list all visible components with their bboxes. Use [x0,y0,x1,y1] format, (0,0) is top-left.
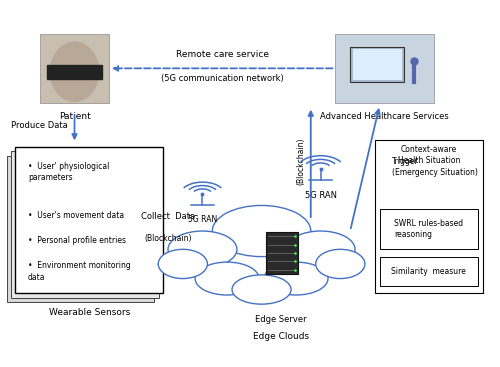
Text: Advanced Healthcare Services: Advanced Healthcare Services [320,112,449,121]
Ellipse shape [195,262,259,295]
Bar [380,257,478,286]
Bar [350,47,405,82]
Text: •  User's movement data: • User's movement data [28,211,124,220]
Bar [352,49,402,80]
Bar [40,34,109,103]
Text: Edge Clouds: Edge Clouds [253,331,310,341]
Bar [266,232,298,274]
Bar [374,139,483,293]
Bar [11,151,158,298]
Ellipse shape [286,231,355,268]
Text: Patient: Patient [58,112,90,121]
Bar [47,65,102,79]
Text: Wearable Sensors: Wearable Sensors [48,308,130,317]
Text: 5G RAN: 5G RAN [188,215,217,224]
Text: Context-aware
Health Situation: Context-aware Health Situation [398,145,460,165]
Bar [380,209,478,249]
Ellipse shape [264,262,328,295]
Text: Collect  Data: Collect Data [141,212,195,221]
Text: (5G communication network): (5G communication network) [161,74,284,83]
Text: Trigger
(Emergency Situation): Trigger (Emergency Situation) [392,157,478,177]
Bar [336,34,434,103]
Text: •  User' physiological
parameters: • User' physiological parameters [28,161,109,182]
Text: Produce Data: Produce Data [10,120,68,130]
Ellipse shape [316,249,365,279]
Text: 5G RAN: 5G RAN [304,191,336,200]
Ellipse shape [212,206,311,257]
Ellipse shape [158,249,208,279]
Text: •  Environment monitoring
data: • Environment monitoring data [28,261,130,282]
Text: •  Personal profile entries: • Personal profile entries [28,236,126,245]
Bar [6,156,154,302]
Ellipse shape [50,42,98,101]
Bar [16,147,163,293]
Ellipse shape [232,275,291,304]
Text: Remote care service: Remote care service [176,50,268,59]
Text: SWRL rules-based
reasoning: SWRL rules-based reasoning [394,219,464,239]
Text: (Blockchain): (Blockchain) [144,234,192,243]
Text: Similarity  measure: Similarity measure [392,267,466,276]
Text: (Blockchain): (Blockchain) [297,138,306,185]
Ellipse shape [168,231,237,268]
Text: Edge Server: Edge Server [256,315,307,324]
